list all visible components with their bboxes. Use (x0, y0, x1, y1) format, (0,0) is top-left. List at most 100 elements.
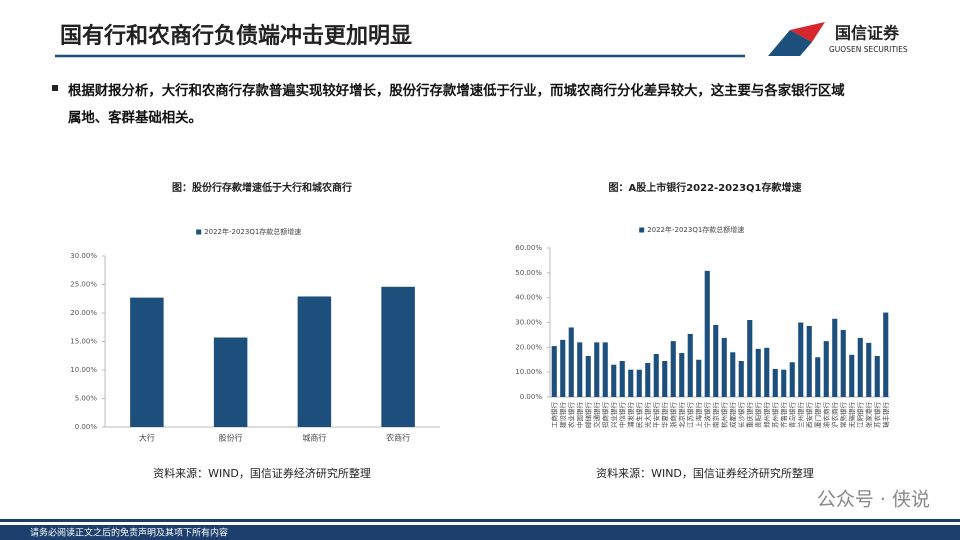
footer-bar (0, 525, 960, 540)
x-tick-label: 农商行 (386, 433, 410, 443)
source-note: 资料来源：WIND，国信证券经济研究所整理 (153, 466, 371, 480)
bar (297, 296, 332, 427)
x-tick-label: 长沙银行 (736, 402, 745, 429)
bar (874, 356, 880, 397)
watermark: 公众号 · 侠说 (817, 489, 930, 511)
bar (662, 360, 668, 397)
bar (679, 353, 685, 397)
x-tick-label: 浙商银行 (668, 402, 677, 429)
y-tick-label: 5.00% (75, 395, 98, 403)
y-tick-label: 30.00% (70, 252, 97, 260)
x-tick-label: 中国银行 (575, 402, 584, 429)
x-tick-label: 苏州银行 (770, 402, 779, 429)
bar (560, 339, 566, 397)
bar (130, 297, 164, 427)
y-tick-label: 40.00% (515, 294, 542, 302)
bar (832, 318, 838, 397)
bar (213, 337, 248, 427)
x-tick-label: 青岛银行 (787, 402, 796, 429)
x-tick-label: 江苏银行 (685, 402, 694, 429)
y-tick-label: 30.00% (515, 319, 542, 327)
x-tick-label: 渝农商行 (821, 402, 830, 429)
x-tick-label: 杭州银行 (719, 402, 728, 429)
x-tick-label: 浦发银行 (626, 402, 635, 429)
footer-text: 请务必阅读正文之后的免责声明及其项下所有内容 (30, 527, 228, 539)
bar (696, 359, 702, 397)
bar (645, 362, 651, 397)
y-tick-label: 25.00% (70, 281, 97, 289)
x-tick-label: 常熟银行 (838, 402, 847, 429)
x-tick-label: 苏农银行 (872, 402, 881, 429)
x-tick-label: 民生银行 (634, 402, 643, 429)
bar (653, 354, 659, 397)
bar (381, 286, 415, 427)
bullet-marker (52, 85, 58, 91)
x-tick-label: 中信银行 (617, 402, 626, 429)
bullet-text: 根据财报分析，大行和农商行存款普遍实现较好增长，股份行存款增速低于行业，而城农商… (68, 84, 845, 126)
bar (628, 369, 634, 397)
bar (585, 356, 591, 397)
y-tick-label: 20.00% (515, 343, 542, 351)
bar (670, 341, 676, 397)
x-tick-label: 招商银行 (600, 402, 609, 429)
bar (551, 346, 557, 397)
x-tick-label: 江阴银行 (855, 402, 864, 429)
bar (738, 360, 744, 397)
y-tick-label: 20.00% (70, 309, 97, 317)
footer-rule (0, 519, 960, 522)
x-tick-label: 宁波银行 (702, 402, 711, 429)
bar (594, 342, 600, 397)
bar (866, 342, 872, 397)
x-tick-label: 兰州银行 (796, 402, 805, 429)
x-tick-label: 瑞丰银行 (881, 402, 890, 429)
chart-title: 图：A股上市银行2022-2023Q1存款增速 (608, 181, 801, 194)
bar (713, 324, 719, 397)
bar (823, 341, 829, 397)
bar (730, 352, 736, 397)
bar (781, 369, 787, 397)
y-tick-label: 60.00% (515, 244, 542, 252)
x-tick-label: 北京银行 (677, 402, 686, 429)
x-tick-label: 张家港行 (864, 402, 873, 429)
x-tick-label: 厦门银行 (813, 402, 822, 429)
bar (849, 354, 855, 397)
bar (772, 368, 778, 397)
chart-title: 图：股份行存款增速低于大行和城农商行 (172, 181, 352, 194)
logo-subtext: GUOSEN SECURITIES (829, 45, 908, 54)
x-tick-label: 郑州银行 (762, 402, 771, 429)
bar (755, 348, 761, 397)
x-tick-label: 上海银行 (694, 402, 703, 429)
y-tick-label: 10.00% (515, 368, 542, 376)
bar (857, 337, 863, 397)
x-tick-label: 华夏银行 (660, 402, 669, 429)
bar (815, 357, 821, 397)
bar (721, 337, 727, 397)
bar (568, 327, 574, 397)
x-tick-label: 工商银行 (549, 402, 558, 429)
x-tick-label: 城商行 (302, 433, 326, 443)
bar (611, 364, 617, 397)
bar (747, 320, 753, 397)
legend-swatch (196, 229, 202, 235)
x-tick-label: 交通银行 (592, 402, 601, 429)
x-tick-label: 贵阳银行 (753, 402, 762, 429)
x-tick-label: 齐鲁银行 (779, 402, 788, 429)
bar (602, 342, 608, 397)
bar (806, 325, 812, 397)
source-note: 资料来源：WIND，国信证券经济研究所整理 (596, 466, 814, 480)
x-tick-label: 无锡银行 (847, 402, 856, 429)
x-tick-label: 沪农商行 (830, 402, 839, 429)
bar (636, 369, 642, 397)
bar (789, 362, 795, 397)
x-tick-label: 重庆银行 (745, 402, 754, 429)
x-tick-label: 兴业银行 (609, 402, 618, 429)
x-tick-label: 建设银行 (558, 402, 567, 429)
bar (704, 270, 710, 397)
legend-label: 2022年-2023Q1存款总额增速 (204, 227, 301, 236)
logo-shape (790, 22, 825, 42)
bar (840, 329, 846, 397)
slide-title: 国有行和农商行负债端冲击更加明显 (60, 23, 412, 49)
logo-shape (768, 30, 812, 56)
y-tick-label: 50.00% (515, 269, 542, 277)
